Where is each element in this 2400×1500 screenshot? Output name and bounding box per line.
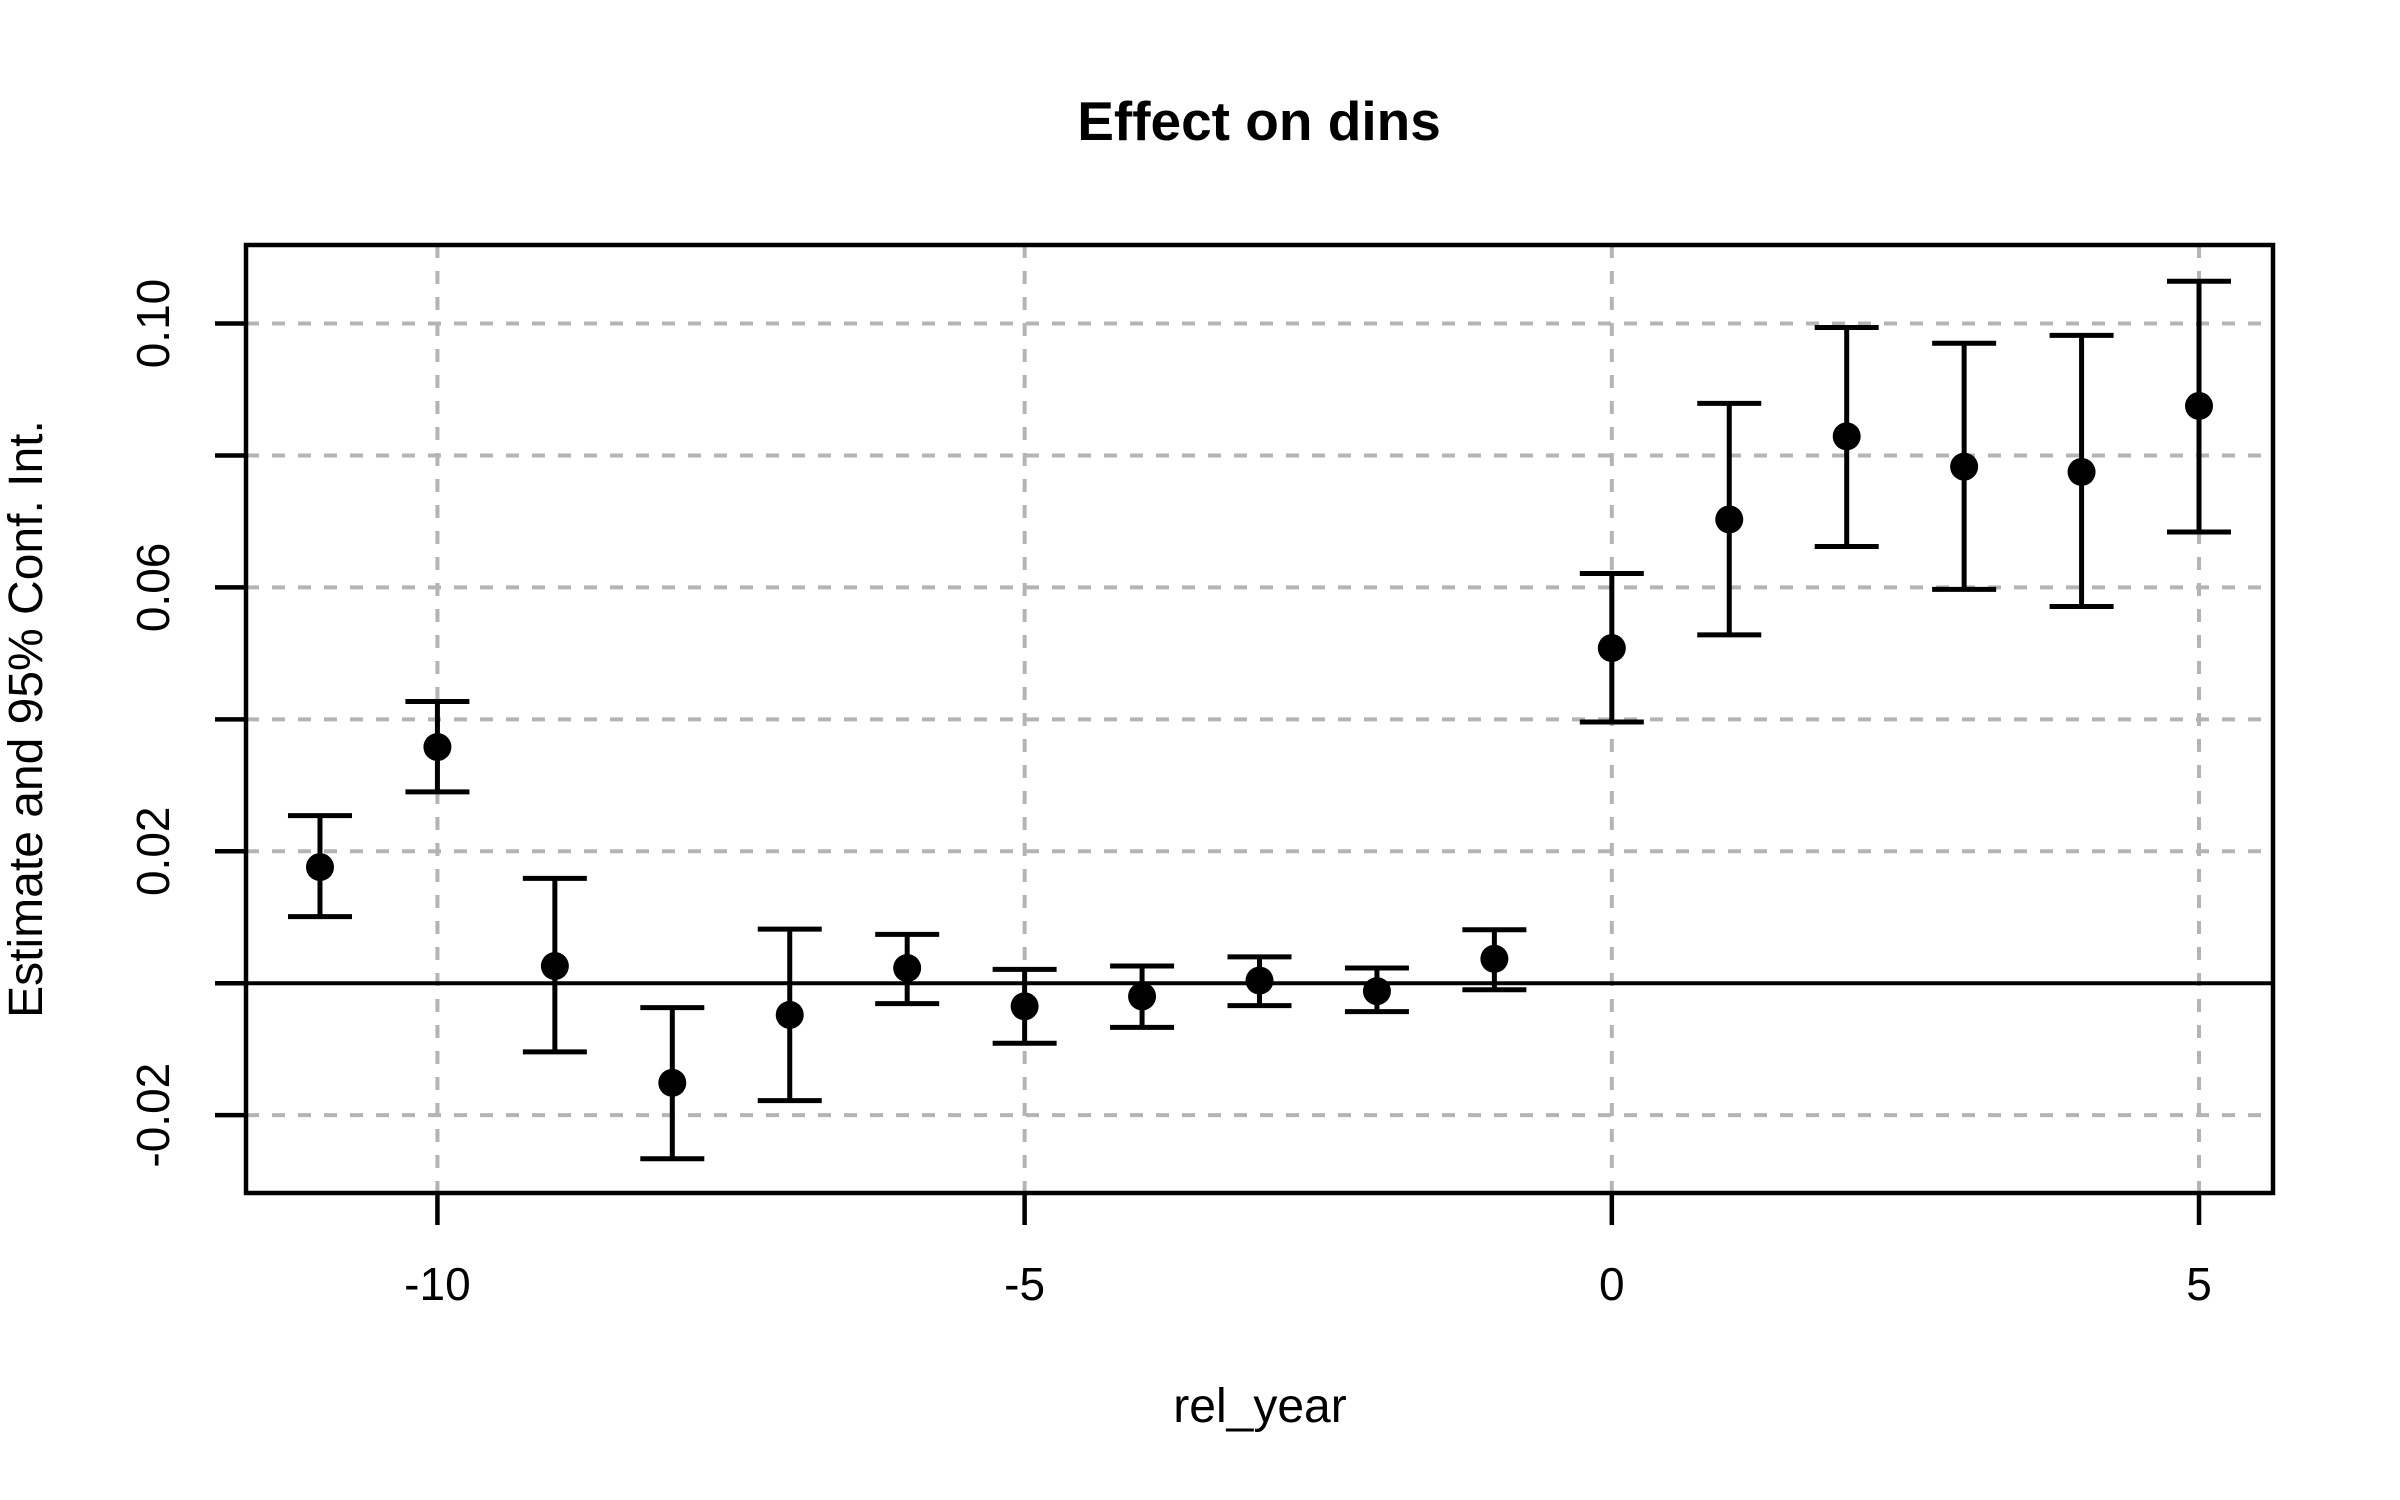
data-point: [1128, 982, 1157, 1011]
data-point: [2185, 391, 2214, 420]
x-axis-title: rel_year: [1173, 1380, 1346, 1433]
x-tick-label: -10: [404, 1258, 470, 1310]
data-point: [1010, 992, 1039, 1021]
y-tick-label: 0.10: [127, 279, 179, 369]
chart-title: Effect on dins: [1077, 90, 1441, 152]
data-series-layer: [287, 278, 2232, 1162]
axis-tick-layer: [215, 321, 2202, 1225]
data-point: [1362, 977, 1391, 1006]
y-tick-label: -0.02: [127, 1063, 179, 1168]
data-point: [658, 1068, 687, 1097]
data-point: [1715, 505, 1744, 534]
data-point: [2067, 457, 2096, 486]
data-point: [1480, 944, 1509, 973]
data-point: [423, 733, 452, 762]
y-tick-label: 0.06: [127, 543, 179, 633]
data-point: [1950, 452, 1979, 481]
x-tick-label: -5: [1004, 1258, 1045, 1310]
x-tick-label: 5: [2186, 1258, 2212, 1310]
data-point: [893, 954, 922, 983]
y-axis-title: Estimate and 95% Conf. Int.: [0, 420, 53, 1018]
axis-tick-label-layer: -10 -5 0 5 -0.02 0.02 0.06 0.10: [127, 279, 2212, 1310]
x-tick-label: 0: [1599, 1258, 1625, 1310]
data-point: [1597, 634, 1626, 663]
y-tick-label: 0.02: [127, 807, 179, 897]
data-point: [540, 952, 569, 981]
data-point: [775, 1000, 804, 1029]
data-point: [305, 853, 334, 882]
data-point: [1832, 422, 1861, 451]
data-point: [1245, 966, 1274, 995]
